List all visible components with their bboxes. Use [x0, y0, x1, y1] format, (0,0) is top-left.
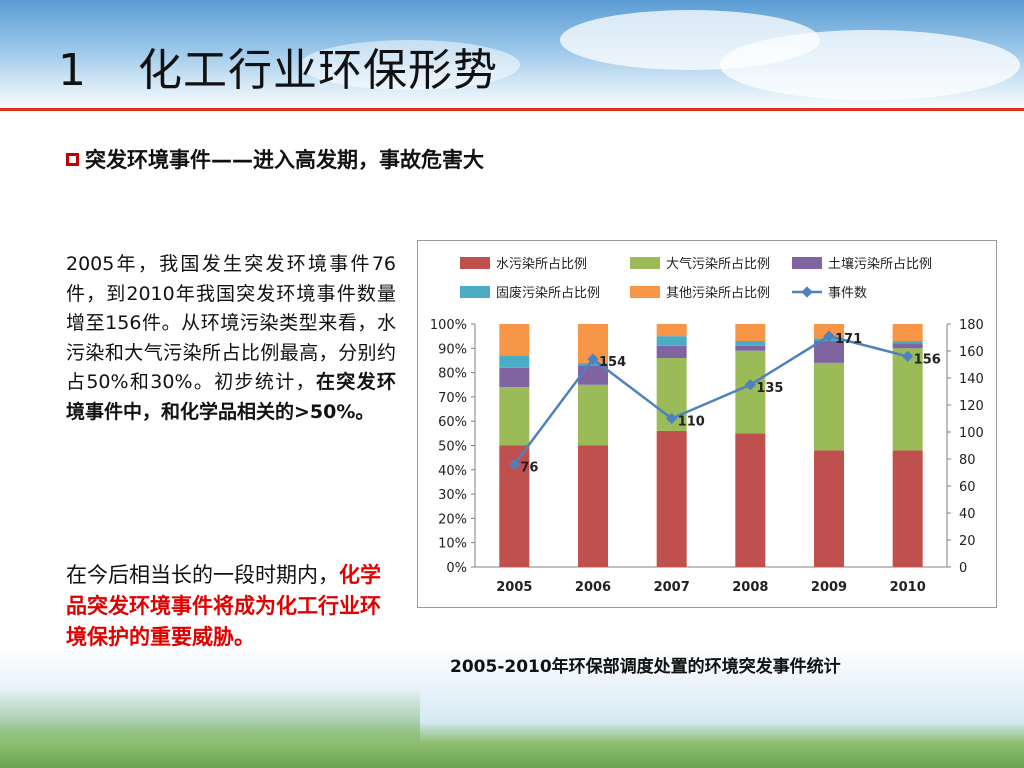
event-count-point: [508, 458, 520, 471]
y-right-tick-label: 0: [959, 561, 967, 576]
y-left-tick-label: 10%: [438, 537, 467, 552]
event-count-line: [513, 334, 908, 466]
bar-segment: [499, 324, 530, 356]
bar-segment: [892, 324, 923, 342]
x-tick-label: 2007: [654, 580, 690, 595]
y-right-tick-label: 140: [959, 372, 984, 387]
y-right-tick-label: 20: [959, 534, 976, 549]
legend-swatch: [460, 257, 490, 269]
y-right-tick-label: 180: [959, 318, 984, 333]
y-left-tick-label: 30%: [438, 488, 467, 503]
y-left-tick-label: 60%: [438, 415, 467, 430]
bar-segment: [499, 367, 530, 388]
bar-segment: [735, 324, 766, 342]
y-right-tick-label: 100: [959, 426, 984, 441]
event-count-point: [744, 379, 756, 391]
outlook-text: 在今后相当长的一段时期内，: [66, 563, 339, 587]
y-left-tick-label: 100%: [430, 318, 467, 333]
legend-label: 事件数: [828, 286, 867, 301]
bar-segment: [735, 345, 766, 351]
y-left-tick-label: 50%: [438, 440, 467, 455]
grass-background: [0, 722, 1024, 768]
bar-segment: [892, 450, 923, 567]
chart-frame: 水污染所占比例 大气污染所占比例 土壤污染所占比例固废污染所占比例 其他污染所占比例 事…: [417, 240, 997, 608]
subtitle-text: 突发环境事件——进入高发期，事故危害大: [85, 148, 484, 172]
bar-segment: [499, 355, 530, 368]
event-count-label: 154: [599, 355, 626, 370]
x-tick-label: 2006: [575, 580, 611, 595]
legend-label: 水污染所占比例: [496, 257, 587, 272]
x-tick-label: 2009: [811, 580, 847, 595]
title-divider: [0, 108, 1024, 111]
x-tick-label: 2008: [732, 580, 768, 595]
y-right-tick-label: 80: [959, 453, 976, 468]
y-left-tick-label: 70%: [438, 391, 467, 406]
subtitle: 突发环境事件——进入高发期，事故危害大: [66, 144, 484, 174]
legend-line-marker: [801, 286, 813, 298]
y-right-tick-label: 40: [959, 507, 976, 522]
x-tick-label: 2010: [890, 580, 926, 595]
legend-swatch: [460, 286, 490, 298]
page-title: 1 化工行业环保形势: [58, 34, 498, 98]
bar-segment: [735, 341, 766, 346]
cloud: [720, 30, 1020, 100]
summary-bold-text: 在突发环境事件中，和化学品相关的>50%。: [66, 371, 396, 423]
bar-segment: [578, 384, 608, 446]
y-left-tick-label: 20%: [438, 512, 467, 527]
x-tick-label: 2005: [496, 580, 532, 595]
bar-segment: [578, 445, 608, 567]
event-count-label: 135: [756, 381, 783, 396]
chart-caption: 2005-2010年环保部调度处置的环境突发事件统计: [450, 657, 841, 677]
title-number: 1: [58, 45, 87, 96]
event-count-label: 156: [914, 352, 941, 367]
legend-swatch: [630, 257, 660, 269]
legend-label: 大气污染所占比例: [666, 256, 770, 272]
y-right-tick-label: 60: [959, 480, 976, 495]
summary-text: 2005年，我国发生突发环境事件76件，到2010年我国突发环境事件数量增至15…: [66, 253, 396, 393]
cloud: [300, 40, 520, 90]
legend-label: 土壤污染所占比例: [828, 256, 932, 272]
event-count-label: 171: [835, 332, 862, 347]
bar-segment: [656, 336, 687, 346]
y-right-tick-label: 160: [959, 345, 984, 360]
bar-segment: [735, 433, 766, 567]
y-left-tick-label: 80%: [438, 367, 467, 382]
sky-background: [0, 0, 1024, 112]
y-right-tick-label: 120: [959, 399, 984, 414]
event-count-point: [902, 350, 914, 363]
y-left-tick-label: 40%: [438, 464, 467, 479]
bar-segment: [814, 362, 844, 451]
legend-swatch: [630, 286, 660, 298]
legend-label: 其他污染所占比例: [666, 286, 770, 301]
bar-segment: [656, 324, 687, 337]
event-count-label: 110: [678, 415, 705, 430]
bar-segment: [656, 430, 687, 567]
bar-segment: [892, 343, 923, 349]
outlook-emphasis: 化学品突发环境事件将成为化工行业环境保护的重要威胁。: [66, 563, 381, 649]
y-left-tick-label: 0%: [446, 561, 467, 576]
legend-label: 固废污染所占比例: [496, 285, 600, 301]
bar-segment: [499, 387, 530, 446]
bar-segment: [814, 341, 844, 363]
legend-swatch: [792, 257, 822, 269]
y-left-tick-label: 90%: [438, 342, 467, 357]
square-bullet-icon: [66, 153, 79, 166]
outlook-paragraph: 在今后相当长的一段时期内，化学品突发环境事件将成为化工行业环境保护的重要威胁。: [66, 560, 396, 653]
bar-segment: [656, 345, 687, 359]
title-text: 化工行业环保形势: [138, 45, 498, 96]
bar-segment: [892, 341, 923, 344]
bar-segment: [892, 348, 923, 451]
bar-segment: [814, 450, 844, 567]
event-count-label: 76: [520, 460, 538, 475]
summary-paragraph: 2005年，我国发生突发环境事件76件，到2010年我国突发环境事件数量增至15…: [66, 250, 396, 427]
bar-segment: [735, 350, 766, 434]
